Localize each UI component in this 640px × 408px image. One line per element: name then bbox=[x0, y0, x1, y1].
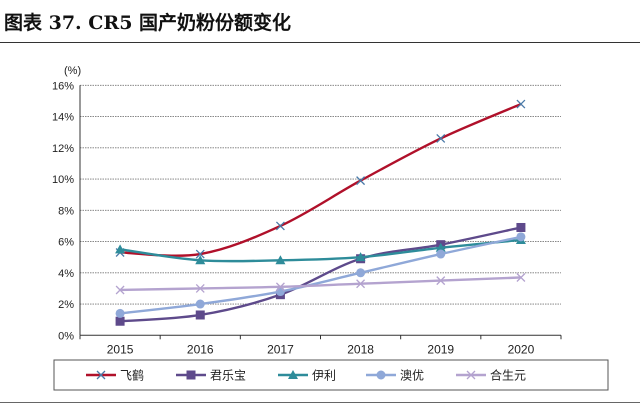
data-point bbox=[115, 316, 125, 326]
data-point bbox=[275, 287, 285, 297]
legend-item: 伊利 bbox=[278, 369, 336, 383]
y-tick-label: 16% bbox=[52, 80, 74, 92]
legend-item: 澳优 bbox=[366, 369, 424, 383]
legend-label: 飞鹤 bbox=[120, 368, 144, 383]
y-tick-label: 12% bbox=[52, 143, 74, 155]
bottom-divider bbox=[0, 402, 640, 403]
series-3 bbox=[115, 234, 526, 265]
data-point bbox=[516, 232, 526, 242]
series-line bbox=[120, 102, 522, 257]
data-point bbox=[115, 285, 125, 295]
data-point bbox=[275, 255, 286, 265]
data-point bbox=[195, 299, 205, 309]
x-tick-label: 2019 bbox=[427, 342, 454, 356]
y-tick-label: 6% bbox=[58, 237, 74, 249]
chart-title: 图表 37. CR5 国产奶粉份额变化 bbox=[4, 12, 292, 34]
legend-item: 合生元 bbox=[456, 368, 526, 383]
series-line bbox=[120, 276, 521, 292]
data-point bbox=[436, 249, 446, 259]
data-point bbox=[356, 176, 366, 186]
legend-marker bbox=[186, 370, 196, 380]
data-point bbox=[275, 221, 285, 231]
legend-label: 合生元 bbox=[490, 368, 526, 383]
legend-label: 澳优 bbox=[400, 369, 424, 383]
x-tick-label: 2018 bbox=[347, 342, 374, 356]
legend-marker bbox=[376, 370, 386, 380]
legend-marker bbox=[466, 370, 476, 380]
y-tick-label: 2% bbox=[58, 299, 74, 311]
x-tick-label: 2016 bbox=[187, 342, 214, 356]
y-axis-label: (%) bbox=[64, 65, 81, 77]
title-divider bbox=[0, 42, 640, 43]
data-point bbox=[115, 244, 126, 254]
legend-label: 君乐宝 bbox=[210, 369, 246, 383]
legend-label: 伊利 bbox=[312, 369, 336, 383]
data-point bbox=[516, 222, 526, 232]
data-point bbox=[355, 252, 366, 262]
series-5 bbox=[115, 273, 526, 295]
y-tick-label: 10% bbox=[52, 174, 74, 186]
legend-marker bbox=[96, 370, 106, 380]
legend-box bbox=[53, 359, 609, 391]
data-point bbox=[115, 308, 125, 318]
data-point bbox=[356, 279, 366, 289]
x-tick-label: 2015 bbox=[107, 342, 134, 356]
y-tick-label: 4% bbox=[58, 268, 74, 280]
data-point bbox=[275, 282, 285, 292]
data-point bbox=[436, 133, 446, 143]
data-point bbox=[516, 99, 526, 109]
y-tick-label: 14% bbox=[52, 112, 74, 124]
data-point bbox=[516, 273, 526, 282]
data-point bbox=[435, 242, 446, 252]
x-tick-label: 2017 bbox=[267, 342, 294, 356]
series-4 bbox=[115, 232, 526, 318]
data-point bbox=[356, 268, 366, 278]
legend-item: 飞鹤 bbox=[86, 368, 144, 383]
legend-marker bbox=[288, 370, 298, 379]
series-line bbox=[119, 238, 522, 263]
series-2 bbox=[115, 222, 526, 326]
data-point bbox=[195, 255, 206, 265]
data-point bbox=[195, 310, 205, 320]
data-point bbox=[195, 249, 205, 259]
x-tick-label: 2020 bbox=[508, 342, 535, 356]
y-tick-label: 8% bbox=[58, 205, 74, 217]
data-point bbox=[195, 283, 205, 293]
legend: 飞鹤 君乐宝 伊利 澳优 合生元 bbox=[53, 359, 609, 391]
legend-item: 君乐宝 bbox=[176, 369, 246, 383]
data-point bbox=[436, 276, 446, 286]
y-tick-label: 0% bbox=[58, 330, 74, 342]
